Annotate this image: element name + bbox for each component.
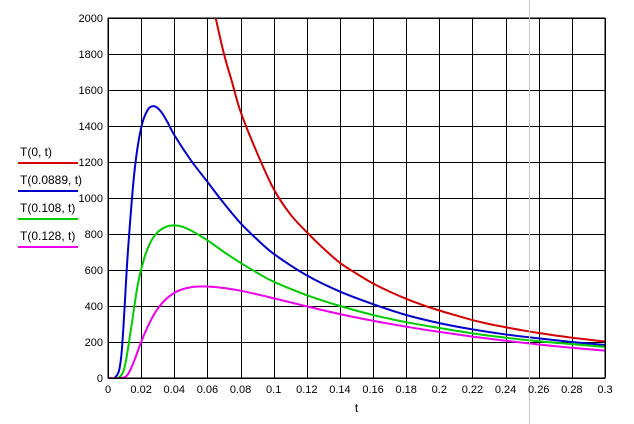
legend: T(0, t) T(0.0889, t) T(0.108, t) T(0.128, t… <box>18 145 82 248</box>
series-line-3 <box>108 285 605 378</box>
y-tick-label: 1800 <box>79 49 103 61</box>
y-tick-label: 1000 <box>79 193 103 205</box>
y-tick-label: 400 <box>85 301 103 313</box>
x-tick-label: 0.12 <box>296 384 317 396</box>
y-tick-label: 1400 <box>79 121 103 133</box>
y-tick-label: 800 <box>85 229 103 241</box>
legend-label-0: T(0, t) <box>20 145 52 159</box>
legend-label-1: T(0.0889, t) <box>20 173 82 187</box>
x-tick-label: 0.1 <box>266 384 281 396</box>
y-tick-label: 1200 <box>79 157 103 169</box>
x-tick-label: 0.22 <box>462 384 483 396</box>
plot-frame <box>107 17 606 379</box>
y-tick-label: 2000 <box>79 13 103 25</box>
x-tick-label: 0.3 <box>597 384 612 396</box>
x-tick-label: 0.24 <box>495 384 516 396</box>
x-tick-label: 0.08 <box>230 384 251 396</box>
chart-grid <box>108 18 606 379</box>
legend-label-2: T(0.108, t) <box>20 201 75 215</box>
x-tick-label: 0.26 <box>528 384 549 396</box>
legend-label-3: T(0.128, t) <box>20 229 75 243</box>
y-tick-label: 600 <box>85 265 103 277</box>
y-tick-label: 1600 <box>79 85 103 97</box>
series-line-0 <box>214 18 605 343</box>
x-tick-label: 0.14 <box>329 384 350 396</box>
x-tick-label: 0.02 <box>130 384 151 396</box>
x-tick-labels: 0 0.02 0.04 0.06 0.08 0.1 0.12 0.14 0.16 0.18 0.2 0… <box>105 384 613 396</box>
x-tick-label: 0.18 <box>395 384 416 396</box>
y-tick-labels: 0 200 400 600 800 1000 1200 1400 1600 1800 2000 <box>79 13 103 385</box>
y-tick-label: 200 <box>85 337 103 349</box>
x-tick-label: 0 <box>105 384 111 396</box>
series-line-2 <box>108 224 605 378</box>
x-tick-label: 0.2 <box>432 384 447 396</box>
plot-series <box>108 18 605 378</box>
x-tick-label: 0.16 <box>362 384 383 396</box>
x-tick-label: 0.28 <box>561 384 582 396</box>
y-tick-label: 0 <box>97 373 103 385</box>
x-axis-title: t <box>355 401 359 415</box>
x-tick-label: 0.06 <box>197 384 218 396</box>
series-line-1 <box>108 105 605 378</box>
x-tick-label: 0.04 <box>164 384 185 396</box>
